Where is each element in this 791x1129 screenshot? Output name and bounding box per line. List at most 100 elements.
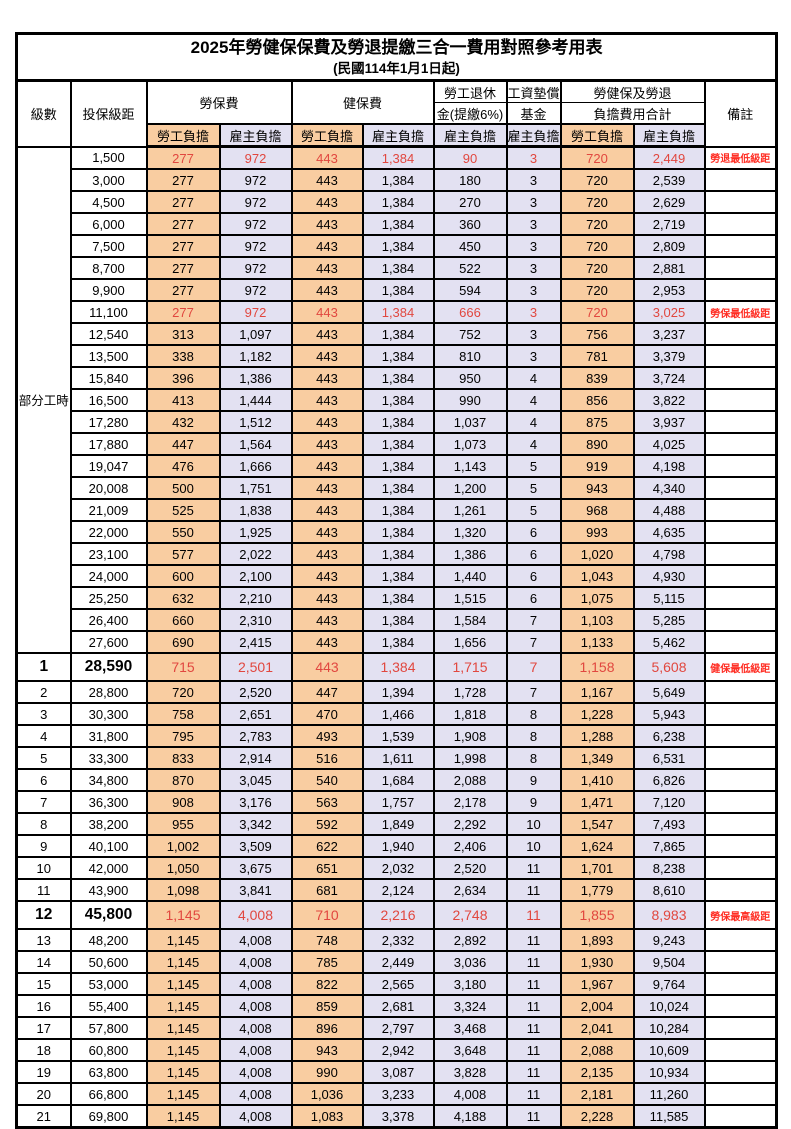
bracket-cell: 25,250: [69, 586, 148, 610]
value-cell: 1,145: [145, 1060, 221, 1084]
value-cell: 1,779: [559, 878, 635, 902]
remark-cell: 勞保最高級距: [703, 900, 778, 930]
remark-cell: [703, 520, 778, 544]
bracket-cell: 26,400: [69, 608, 148, 632]
table-row: 3 30,300 758 2,651 470 1,466 1,818 8 1,228 5,943: [15, 702, 778, 726]
value-cell: 9: [505, 768, 562, 792]
value-cell: 443: [290, 476, 364, 500]
value-cell: 5,285: [632, 608, 706, 632]
value-cell: 1,145: [145, 1038, 221, 1062]
bracket-cell: 40,100: [69, 834, 148, 858]
value-cell: 3,324: [432, 994, 508, 1018]
value-cell: 972: [218, 145, 293, 170]
value-cell: 972: [218, 256, 293, 280]
value-cell: 8,610: [632, 878, 706, 902]
value-cell: 443: [290, 586, 364, 610]
value-cell: 2,088: [432, 768, 508, 792]
value-cell: 443: [290, 608, 364, 632]
table-row: 13,500 338 1,182 443 1,384 810 3 781 3,379: [17, 344, 778, 368]
value-cell: 443: [290, 212, 364, 236]
value-cell: 4: [505, 410, 562, 434]
value-cell: 7: [505, 608, 562, 632]
value-cell: 1,349: [559, 746, 635, 770]
value-cell: 432: [145, 410, 221, 434]
value-cell: 6: [505, 586, 562, 610]
remark-cell: [703, 972, 778, 996]
value-cell: 3,841: [218, 878, 293, 902]
bracket-cell: 31,800: [69, 724, 148, 748]
value-cell: 5: [505, 498, 562, 522]
value-cell: 3: [505, 145, 562, 170]
value-cell: 1,143: [432, 454, 508, 478]
value-cell: 4: [505, 388, 562, 412]
value-cell: 5: [505, 454, 562, 478]
remark-cell: [703, 680, 778, 704]
value-cell: 277: [145, 168, 221, 192]
value-cell: 2,415: [218, 630, 293, 654]
value-cell: 4,488: [632, 498, 706, 522]
value-cell: 1,384: [361, 410, 435, 434]
value-cell: 1,384: [361, 344, 435, 368]
value-cell: 2,216: [361, 900, 435, 930]
bracket-cell: 22,000: [69, 520, 148, 544]
remark-cell: [703, 856, 778, 880]
level-cell: 19: [15, 1060, 72, 1084]
header-row-groups: 級數 投保級距 勞保費 健保費 勞工退休 工資墊償 勞健保及勞退 備註: [15, 79, 778, 148]
value-cell: 720: [559, 278, 635, 302]
value-cell: 715: [145, 652, 221, 682]
remark-cell: [703, 1038, 778, 1062]
value-cell: 1,384: [361, 542, 435, 566]
bracket-cell: 36,300: [69, 790, 148, 814]
value-cell: 720: [559, 190, 635, 214]
col-header-pension-line2: 金(提繳6%): [432, 102, 508, 125]
value-cell: 3,648: [432, 1038, 508, 1062]
value-cell: 690: [145, 630, 221, 654]
bracket-cell: 57,800: [69, 1016, 148, 1040]
value-cell: 1,158: [559, 652, 635, 682]
bracket-cell: 6,000: [69, 212, 148, 236]
table-row: 11,100 277 972 443 1,384 666 3 720 3,025 勞保最低級距: [17, 300, 778, 324]
value-cell: 2,629: [632, 190, 706, 214]
value-cell: 443: [290, 520, 364, 544]
value-cell: 10,934: [632, 1060, 706, 1084]
value-cell: 1,320: [432, 520, 508, 544]
page-title: 2025年勞健保保費及勞退提繳三合一費用對照參考用表: [190, 38, 603, 57]
value-cell: 720: [559, 145, 635, 170]
value-cell: 413: [145, 388, 221, 412]
remark-cell: [703, 344, 778, 368]
value-cell: 4,008: [218, 994, 293, 1018]
value-cell: 1,656: [432, 630, 508, 654]
value-cell: 1,200: [432, 476, 508, 500]
value-cell: 4,008: [218, 1038, 293, 1062]
level-cell: 2: [15, 680, 72, 704]
value-cell: 6: [505, 542, 562, 566]
value-cell: 443: [290, 278, 364, 302]
value-cell: 443: [290, 234, 364, 258]
value-cell: 1,384: [361, 432, 435, 456]
value-cell: 972: [218, 190, 293, 214]
bracket-cell: 53,000: [69, 972, 148, 996]
value-cell: 338: [145, 344, 221, 368]
value-cell: 3: [505, 256, 562, 280]
value-cell: 11: [505, 1038, 562, 1062]
value-cell: 476: [145, 454, 221, 478]
value-cell: 1,466: [361, 702, 435, 726]
bracket-cell: 28,590: [69, 652, 148, 682]
value-cell: 2,041: [559, 1016, 635, 1040]
table-row: 4,500 277 972 443 1,384 270 3 720 2,629: [17, 190, 778, 214]
value-cell: 720: [559, 212, 635, 236]
level-cell: 8: [15, 812, 72, 836]
col-header-level: 級數: [15, 79, 72, 148]
value-cell: 1,384: [361, 145, 435, 170]
value-cell: 2,914: [218, 746, 293, 770]
bracket-cell: 50,600: [69, 950, 148, 974]
remark-cell: [703, 608, 778, 632]
value-cell: 11: [505, 950, 562, 974]
value-cell: 11: [505, 1016, 562, 1040]
value-cell: 1,384: [361, 564, 435, 588]
table-row: 21 69,800 1,145 4,008 1,083 3,378 4,188 11 2,228…: [15, 1104, 778, 1129]
value-cell: 993: [559, 520, 635, 544]
value-cell: 990: [290, 1060, 364, 1084]
subheader-labor-employer: 雇主負擔: [218, 123, 293, 148]
value-cell: 10: [505, 812, 562, 836]
